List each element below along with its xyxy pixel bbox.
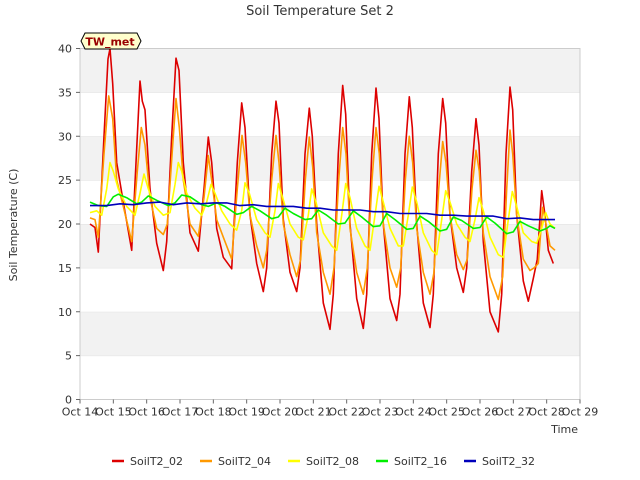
x-tick-label: Oct 17 — [162, 406, 199, 419]
legend-label: SoilT2_02 — [130, 455, 183, 468]
grid-band — [80, 136, 580, 181]
series-layer — [89, 47, 556, 333]
x-tick-label: Oct 15 — [95, 406, 132, 419]
grid-band — [80, 355, 580, 400]
y-tick-label: 0 — [65, 394, 72, 407]
x-tick-label: Oct 19 — [228, 406, 265, 419]
grid-band — [80, 224, 580, 268]
legend: SoilT2_02 SoilT2_04 SoilT2_08 SoilT2_16 Soil… — [112, 455, 535, 468]
x-tick-label: Oct 16 — [128, 406, 165, 419]
x-tick-label: Oct 23 — [362, 406, 399, 419]
y-tick-label: 5 — [65, 350, 72, 363]
y-tick-label: 15 — [58, 262, 72, 275]
x-tick-label: Oct 14 — [62, 406, 99, 419]
x-tick-label: Oct 28 — [528, 406, 565, 419]
y-tick-label: 40 — [58, 43, 72, 56]
y-tick-label: 30 — [58, 130, 72, 143]
x-tick-label: Oct 27 — [495, 406, 532, 419]
grid-band — [80, 92, 580, 137]
series-line-soilt2-04 — [89, 95, 556, 301]
annotation-box — [80, 32, 142, 50]
grid-bands — [80, 48, 580, 400]
y-tick-label: 10 — [58, 306, 72, 319]
x-axis-label: Time — [550, 423, 578, 436]
legend-label: SoilT2_04 — [218, 455, 271, 468]
x-tick-label: Oct 29 — [562, 406, 599, 419]
x-tick-label: Oct 21 — [295, 406, 332, 419]
x-tick-label: Oct 25 — [428, 406, 465, 419]
tw-met-annotation: TW_met — [80, 32, 142, 50]
x-tick-label: Oct 20 — [262, 406, 299, 419]
x-tick-label: Oct 22 — [328, 406, 365, 419]
series-line-soilt2-32 — [90, 201, 555, 221]
y-axis-ticks: 0 5 10 15 20 25 30 35 40 — [58, 43, 80, 407]
y-tick-label: 20 — [58, 218, 72, 231]
series-line-soilt2-02 — [89, 47, 555, 333]
x-tick-label: Oct 26 — [462, 406, 499, 419]
legend-label: SoilT2_16 — [394, 455, 447, 468]
legend-label: SoilT2_08 — [306, 455, 359, 468]
y-tick-label: 35 — [58, 86, 72, 99]
grid-band — [80, 311, 580, 356]
x-tick-label: Oct 18 — [195, 406, 232, 419]
annotation-label: TW_met — [85, 36, 134, 49]
series-line-soilt2-08 — [89, 161, 556, 259]
x-tick-label: Oct 24 — [395, 406, 432, 419]
y-axis-label: Soil Temperature (C) — [7, 169, 20, 282]
y-tick-label: 25 — [58, 174, 72, 187]
chart-title: Soil Temperature Set 2 — [246, 4, 394, 19]
grid-band — [80, 48, 580, 93]
legend-label: SoilT2_32 — [482, 455, 535, 468]
